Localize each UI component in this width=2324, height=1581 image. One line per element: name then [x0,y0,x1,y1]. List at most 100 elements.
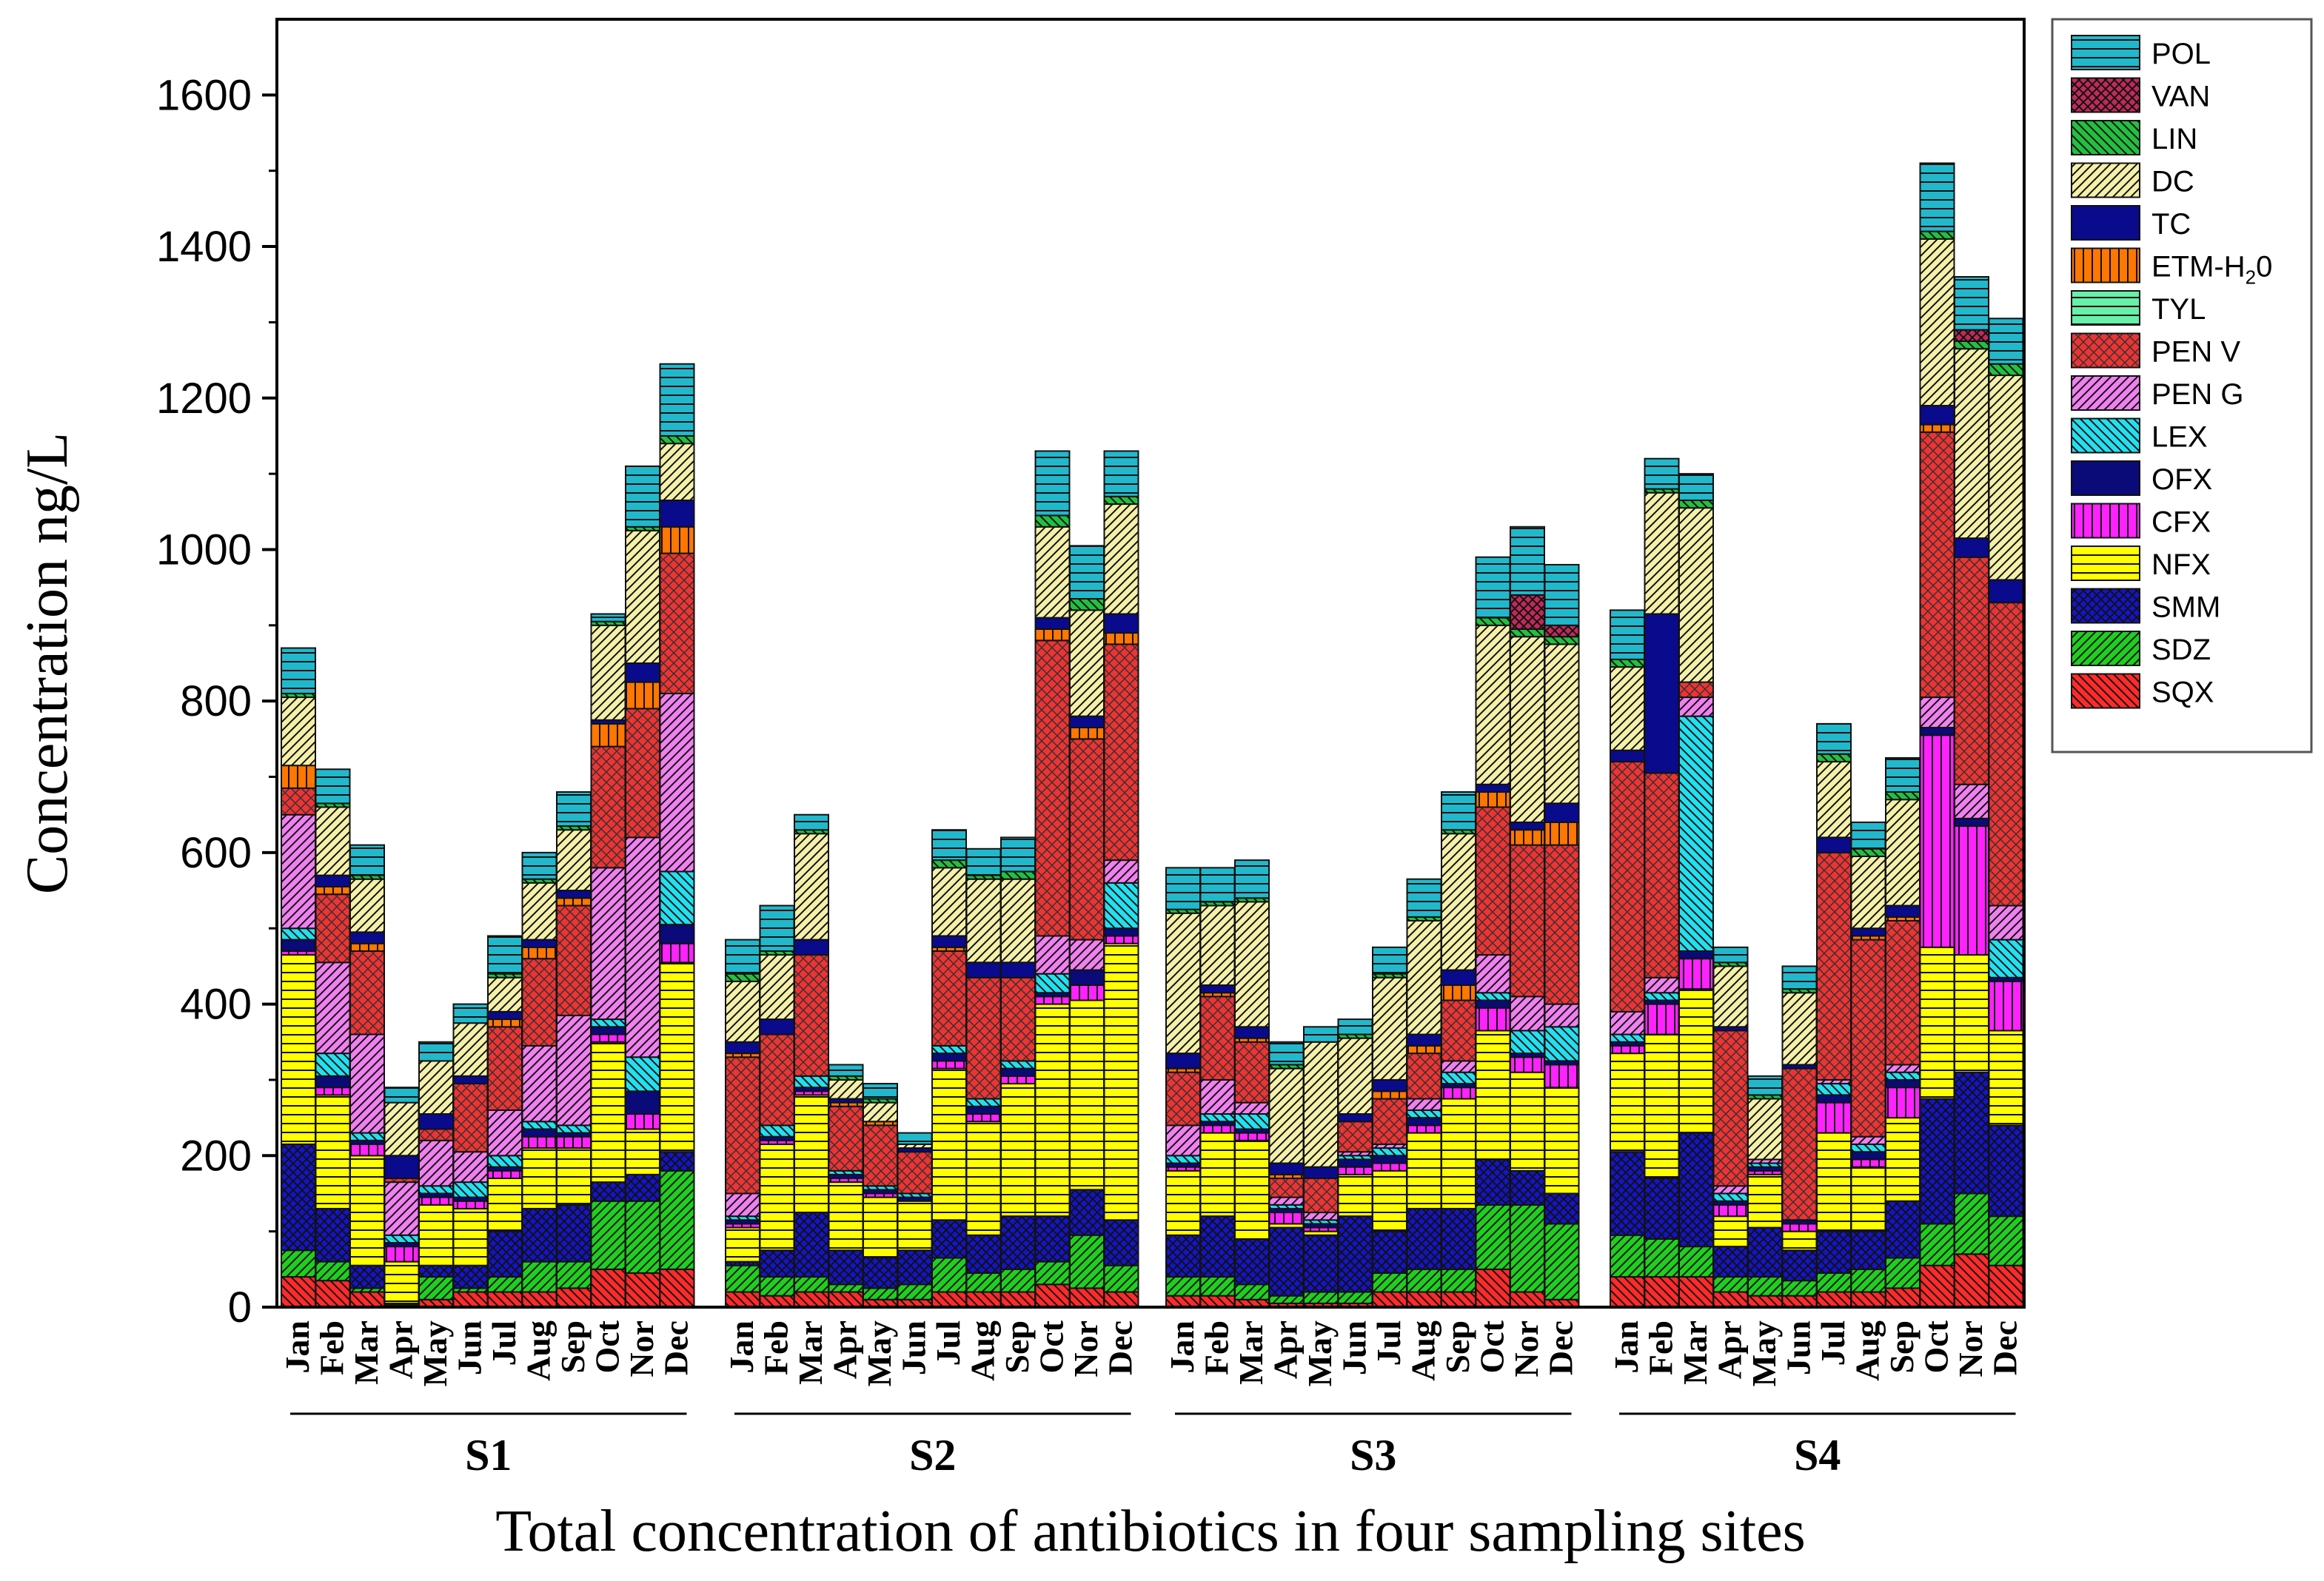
segment-s4-dec-sqx [1988,1264,2024,1309]
legend-label-van: VAN [2151,81,2210,113]
segment-s1-aug-etm-h20 [521,946,557,960]
segment-s2-dec-dc [1103,503,1139,615]
bar-s1-nor [625,465,660,1308]
segment-s4-nor-van [1954,329,1989,343]
segment-s1-mar-cfx [349,1143,385,1157]
segment-s1-feb-sdz [315,1261,351,1282]
segment-s1-mar-dc [349,878,385,933]
segment-s1-mar-smm [349,1264,385,1289]
segment-s1-jul-pen-v [487,1026,523,1111]
site-label-s3: S3 [1350,1431,1396,1480]
segment-s1-feb-lex [315,1053,351,1077]
segment-s1-feb-pol [315,768,351,805]
segment-s1-apr-pol [384,1087,420,1104]
bar-s2-aug [965,847,1002,1309]
segment-s1-nor-cfx [625,1113,660,1130]
segment-s4-jul-tc [1816,836,1852,853]
bar-s4-oct [1919,162,1955,1309]
segment-s3-jan-pol [1165,867,1201,910]
segment-s2-sep-smm [1000,1215,1036,1270]
segment-s3-apr-pen-v [1268,1178,1305,1198]
segment-s1-jul-sdz [487,1276,523,1293]
segment-s2-oct-etm-h20 [1034,628,1071,642]
segment-s3-nor-van [1510,594,1545,630]
segment-s4-may-sqx [1747,1295,1783,1309]
segment-s3-oct-nfx [1475,1030,1511,1161]
segment-s4-feb-dc [1644,491,1680,615]
legend-label-sdz: SDZ [2151,634,2211,666]
month-label-s3-nor: Nor [1507,1320,1545,1377]
month-label-s4-jun: Jun [1780,1320,1818,1375]
bar-s2-jul [931,829,967,1309]
group-s3 [1165,526,1580,1309]
segment-s1-feb-pen-g [315,961,351,1055]
segment-s3-may-pol [1303,1026,1339,1043]
segment-s1-jan-etm-h20 [281,765,316,789]
segment-s1-sep-nfx [556,1147,592,1206]
legend-item-cfx: CFX [2071,503,2211,539]
segment-s2-sep-dc [1000,878,1036,964]
segment-s1-aug-pen-v [521,958,557,1047]
segment-s3-oct-pol [1475,556,1511,619]
segment-s1-nor-etm-h20 [625,681,660,710]
segment-s3-nor-pen-g [1510,996,1545,1032]
segment-s2-mar-sqx [794,1291,829,1309]
segment-s3-mar-sdz [1234,1283,1270,1300]
segment-s3-aug-sdz [1406,1268,1442,1293]
segment-s4-mar-nfx [1678,988,1714,1134]
segment-s3-sep-sdz [1441,1268,1476,1293]
segment-s1-apr-lex [384,1234,420,1243]
segment-s4-aug-pol [1850,821,1886,850]
segment-s2-jun-pen-v [897,1151,933,1195]
segment-s1-may-dc [418,1060,454,1115]
segment-s2-apr-pen-v [828,1105,864,1172]
segment-s1-sep-dc [556,829,592,892]
segment-s4-nor-dc [1954,348,1989,540]
segment-s1-jan-pen-g [281,813,316,930]
segment-s2-oct-sdz [1034,1261,1071,1286]
segment-s1-sep-pen-v [556,904,592,1016]
segment-s3-jul-sqx [1372,1291,1407,1309]
segment-s3-oct-pen-g [1475,954,1511,994]
segment-s2-sep-cfx [1000,1075,1036,1085]
segment-s2-jan-pen-g [725,1192,760,1218]
legend-item-lin: LIN [2071,120,2197,155]
segment-s2-jun-pol [897,1132,933,1145]
segment-s2-jul-sqx [931,1291,967,1309]
segment-s2-nor-pol [1069,545,1105,600]
segment-s3-sep-pol [1441,791,1476,831]
segment-s3-may-tc [1303,1166,1339,1180]
bar-s4-may [1747,1075,1783,1309]
segment-s3-jul-dc [1372,976,1407,1081]
segment-s1-jun-cfx [452,1200,489,1209]
segment-s2-dec-lin [1103,495,1139,506]
segment-s2-sep-lex [1000,1060,1036,1070]
segment-s4-aug-cfx [1850,1158,1886,1168]
segment-s2-aug-pol [965,847,1002,876]
segment-s3-apr-tc [1268,1162,1305,1175]
segment-s2-jan-tc [725,1041,760,1055]
segment-s3-aug-cfx [1406,1124,1442,1134]
bar-s4-dec [1988,318,2024,1309]
y-tick-label-1200: 1200 [156,375,252,423]
y-axis: 0 200 400 600 800 1000 1200 1400 1600 [156,71,277,1332]
segment-s4-dec-sdz [1988,1215,2024,1266]
segment-s4-jul-nfx [1816,1132,1852,1232]
legend-item-van: VAN [2071,77,2210,113]
segment-s2-jul-smm [931,1219,967,1259]
segment-s4-dec-pen-g [1988,904,2024,941]
segment-s4-jan-sqx [1610,1276,1645,1309]
legend-swatch-pol [2071,35,2140,70]
segment-s1-may-lex [418,1185,454,1195]
segment-s1-mar-nfx [349,1155,385,1266]
segment-s1-sep-pol [556,791,592,828]
segment-s2-jul-lex [931,1044,967,1055]
segment-s4-apr-pen-g [1712,1185,1749,1195]
segment-s4-jun-sqx [1781,1295,1818,1309]
segment-s4-dec-smm [1988,1124,2024,1218]
segment-s4-jul-pol [1816,722,1852,755]
segment-s4-aug-lin [1850,847,1886,857]
segment-s1-dec-sqx [659,1268,695,1308]
segment-s4-feb-tc [1644,613,1680,774]
segment-s4-may-smm [1747,1226,1783,1278]
